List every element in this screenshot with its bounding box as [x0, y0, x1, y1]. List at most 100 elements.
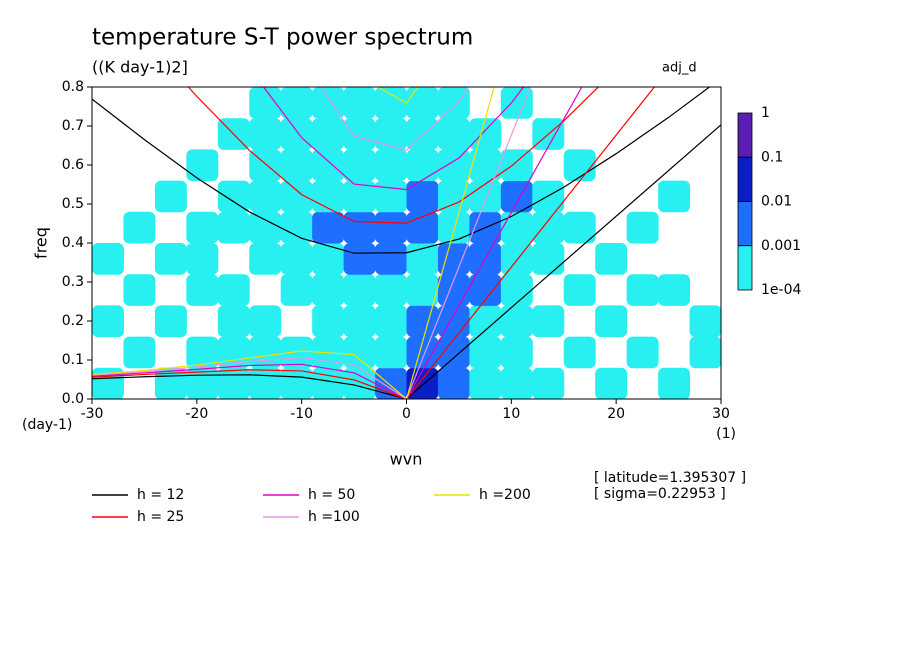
contour-cell [469, 274, 502, 306]
contour-cell [249, 336, 282, 369]
contour-cell [406, 118, 439, 150]
contour-cell [280, 274, 313, 306]
contour-cell [123, 87, 155, 119]
contour-cell [375, 243, 407, 275]
contour-cell [375, 149, 407, 182]
legend-label: h = 25 [137, 509, 184, 525]
contour-cell [658, 243, 690, 275]
x-tick-label: 20 [607, 406, 625, 422]
contour-cell [280, 211, 313, 244]
contour-cell [406, 305, 439, 338]
contour-cell [123, 243, 155, 275]
y-tick-label: 0.3 [62, 274, 84, 290]
contour-cell [658, 367, 691, 399]
contour-cell [217, 367, 250, 399]
contour-cell [406, 274, 439, 306]
contour-cell [154, 243, 187, 275]
contour-cell [280, 87, 313, 119]
contour-cell [437, 274, 470, 306]
contour-cell [375, 211, 407, 244]
contour-cell [375, 87, 407, 119]
contour-cell [627, 368, 659, 400]
contour-cell [155, 149, 187, 181]
contour-cell [627, 118, 659, 150]
contour-cell [469, 336, 502, 369]
contour-cell [375, 367, 407, 399]
y-tick-label: 0.6 [62, 157, 84, 173]
contour-cell [690, 212, 722, 244]
contour-cell [217, 180, 250, 213]
contour-cell [532, 337, 564, 369]
contour-cell [343, 211, 376, 244]
contour-cell [437, 367, 470, 399]
contour-cell [595, 149, 627, 181]
contour-cell [469, 180, 502, 213]
contour-cell [312, 274, 345, 306]
contour-cell [532, 211, 565, 244]
contour-cell [658, 212, 690, 244]
contour-cell [217, 336, 250, 369]
contour-cell [469, 149, 502, 182]
contour-cell [437, 87, 470, 119]
y-tick-label: 0.5 [62, 196, 84, 212]
contour-cell [92, 337, 124, 369]
dispersion-curve [92, 87, 656, 399]
contour-cell [563, 211, 596, 244]
colorbar-box [737, 201, 753, 247]
contour-cell [595, 305, 628, 338]
x-unit: (1) [716, 426, 736, 442]
contour-cell [123, 336, 156, 369]
contour-cell [186, 336, 219, 369]
contour-cell [689, 305, 721, 338]
contour-cell [658, 180, 691, 213]
y-tick-label: 0.2 [62, 313, 84, 329]
contour-cell [186, 181, 218, 213]
contour-cell [343, 243, 376, 275]
colorbar-label: 1 [761, 105, 770, 121]
contour-cell [218, 149, 250, 181]
contour-cell [92, 212, 124, 244]
contour-cell [626, 211, 659, 244]
contour-cell [155, 212, 187, 244]
contour-cell [595, 118, 627, 150]
contour-cell [92, 181, 124, 213]
contour-cell [500, 274, 533, 306]
contour-cell [501, 118, 533, 150]
contour-cell [532, 274, 564, 306]
contour-cell [595, 337, 627, 369]
contour-cell [500, 211, 533, 244]
contour-cell [437, 118, 470, 150]
y-tick-label: 0.8 [62, 79, 84, 95]
contour-cell [437, 336, 470, 369]
legend-label: h = 12 [137, 487, 184, 503]
note: [ latitude=1.395307 ] [594, 470, 746, 486]
contour-cell [563, 149, 596, 182]
contour-cell [563, 336, 596, 369]
contour-cell [564, 118, 596, 150]
contour-cell [627, 243, 659, 275]
contour-cell [375, 305, 407, 338]
contour-cell [406, 149, 439, 182]
contour-cell [532, 149, 564, 181]
contour-cell [186, 305, 218, 337]
contour-cell [312, 180, 345, 213]
contour-cell [564, 305, 596, 337]
contour-cell [563, 274, 596, 306]
contour-cell [312, 211, 345, 244]
contour-cell [123, 118, 155, 150]
contour-cell [658, 118, 690, 150]
contour-cell [92, 149, 124, 181]
y-unit: (day-1) [22, 417, 72, 433]
contour-cell [249, 211, 282, 244]
dispersion-curve [92, 87, 721, 399]
contour-cell [437, 211, 470, 244]
contour-cell [375, 274, 407, 306]
contour-cell [595, 212, 627, 244]
x-tick-label: 10 [502, 406, 520, 422]
contour-cell [92, 305, 124, 338]
contour-cell [469, 367, 502, 399]
contour-cell [280, 180, 313, 213]
contour-cell [123, 149, 155, 181]
contour-cell [437, 180, 470, 213]
contour-cell [658, 274, 691, 306]
